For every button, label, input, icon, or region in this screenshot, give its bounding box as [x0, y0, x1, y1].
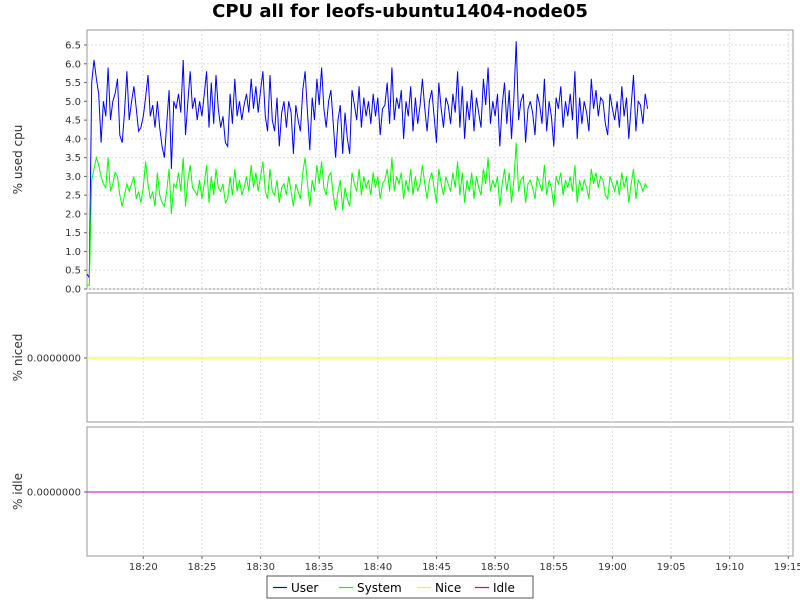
y-tick-label: 0.5 [65, 266, 81, 277]
y-tick-label: 1.0 [65, 247, 81, 258]
x-tick-label: 19:15 [774, 562, 800, 573]
y-tick-label: 4.5 [65, 116, 81, 127]
legend-label-user: User [291, 581, 318, 595]
x-tick-label: 19:10 [715, 562, 744, 573]
plot-area [86, 29, 794, 290]
legend-box [266, 575, 534, 599]
legend-label-system: System [357, 581, 402, 595]
y-tick-label: 2.0 [65, 209, 81, 220]
y-axis-label: % niced [11, 334, 25, 382]
series-line-system [87, 142, 649, 286]
chart-title: CPU all for leofs-ubuntu1404-node05 [212, 1, 588, 22]
x-tick-label: 18:25 [188, 562, 217, 573]
legend-label-idle: Idle [493, 581, 515, 595]
x-tick-label: 18:45 [422, 562, 451, 573]
y-tick-label: 4.0 [65, 134, 81, 145]
niced-panel: 0.0000000% niced [11, 292, 794, 423]
series-line-user [86, 41, 649, 280]
idle-panel: 0.0000000% idle [11, 426, 794, 557]
x-tick-label: 18:40 [363, 562, 392, 573]
legend-label-nice: Nice [435, 581, 461, 595]
y-tick-label: 5.5 [65, 78, 81, 89]
y-tick-label: 2.5 [65, 191, 81, 202]
y-axis-label: % idle [11, 473, 25, 510]
y-tick-label: 6.5 [65, 41, 81, 52]
y-tick-label: 1.5 [65, 228, 81, 239]
x-tick-label: 18:35 [305, 562, 334, 573]
x-tick-label: 18:30 [246, 562, 275, 573]
x-tick-label: 18:20 [129, 562, 158, 573]
used-cpu-panel: 0.0 0.5 1.0 1.5 2.0 2.5 3.0 3.5 4.0 4.5 5.0 5.5 6.0 6… [11, 29, 794, 296]
y-tick-label: 0.0 [65, 285, 81, 296]
x-tick-label: 18:50 [481, 562, 510, 573]
x-tick-label: 19:00 [598, 562, 627, 573]
legend: User System Nice Idle [266, 575, 534, 599]
time-axis: 18:20 18:25 18:30 18:35 18:40 18:45 18:50 18:55… [129, 556, 800, 573]
y-tick-label: 3.0 [65, 172, 81, 183]
y-axis-label: % used cpu [11, 125, 25, 195]
y-tick-label: 0.0000000 [27, 488, 81, 499]
y-tick-label: 0.0000000 [27, 354, 81, 365]
y-tick-label: 6.0 [65, 59, 81, 70]
y-tick-label: 5.0 [65, 97, 81, 108]
x-tick-label: 18:55 [539, 562, 568, 573]
y-tick-label: 3.5 [65, 153, 81, 164]
x-tick-label: 19:05 [657, 562, 686, 573]
